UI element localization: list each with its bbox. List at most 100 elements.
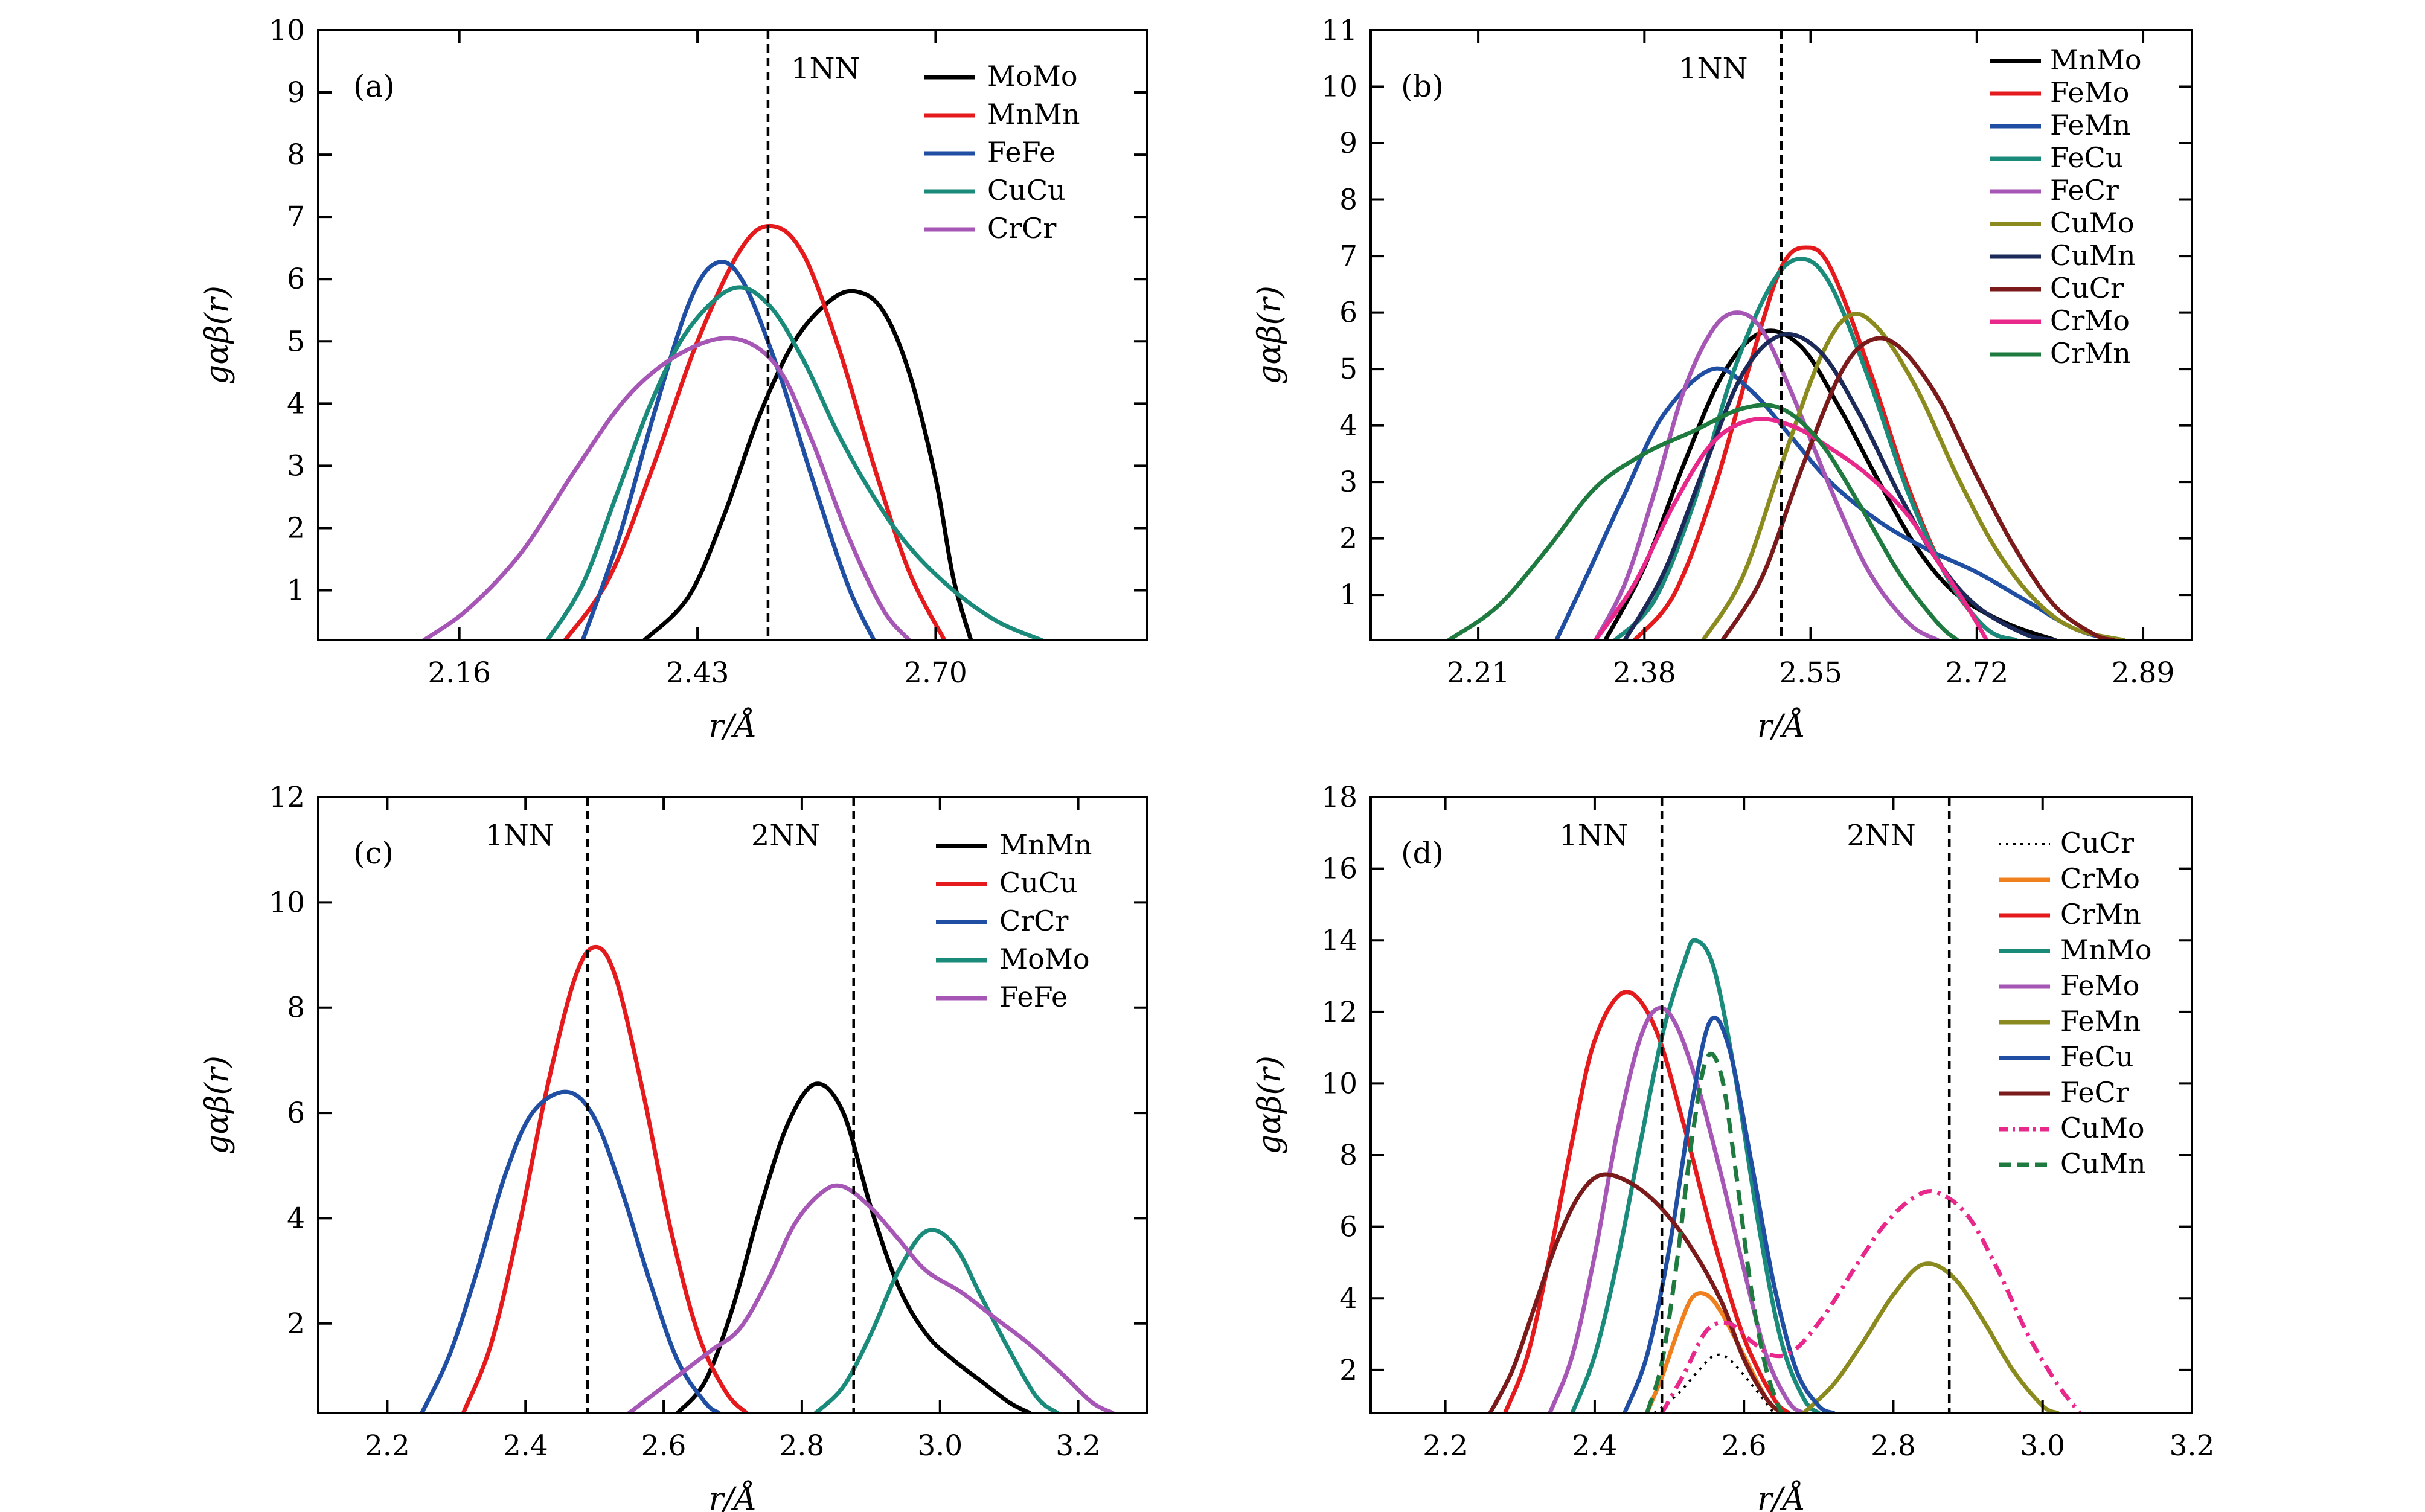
series-line-momo [642, 289, 973, 640]
y-tick-label: 6 [1339, 1211, 1357, 1244]
y-tick-label: 7 [287, 200, 305, 234]
legend-label-cucr: CuCr [2050, 272, 2124, 304]
y-tick-label: 2 [287, 1307, 305, 1341]
x-tick-label: 3.2 [1056, 1429, 1101, 1462]
x-tick-label: 2.2 [1423, 1429, 1468, 1462]
y-tick-label: 4 [287, 1202, 305, 1235]
series-line-momo [813, 1228, 1060, 1413]
series-line-cumn [1623, 332, 2057, 640]
y-tick-label: 5 [1339, 353, 1357, 386]
legend-label-fecr: FeCr [2060, 1076, 2129, 1109]
x-tick-label: 2.4 [503, 1429, 548, 1462]
y-tick-label: 9 [1339, 127, 1357, 160]
y-tick-label: 7 [1339, 240, 1357, 273]
y-tick-label: 12 [269, 781, 305, 814]
legend-label-fecu: FeCu [2060, 1040, 2133, 1073]
x-tick-label: 2.2 [365, 1429, 410, 1462]
x-tick-label: 2.8 [1871, 1429, 1916, 1462]
y-tick-label: 3 [287, 449, 305, 482]
x-tick-label: 2.6 [1722, 1429, 1767, 1462]
series-line-crcr [420, 1089, 722, 1413]
x-axis-label: r/Å [1757, 707, 1805, 745]
x-tick-label: 2.16 [428, 656, 491, 690]
series-line-mnmn [675, 1081, 1032, 1413]
x-tick-label: 2.55 [1779, 656, 1842, 690]
series-line-femn [1554, 366, 2116, 640]
y-axis-label: gαβ(r) [199, 286, 235, 385]
legend-label-crcr: CrCr [987, 212, 1056, 245]
series-line-cumo [1660, 1189, 2082, 1413]
legend-label-cumn: CuMn [2060, 1147, 2146, 1180]
y-axis-label: gαβ(r) [1252, 1056, 1288, 1155]
legend: MnMn CuCu CrCr MoMo FeFe [936, 828, 1092, 1013]
x-tick-label: 3.0 [2020, 1429, 2065, 1462]
x-tick-label: 2.6 [641, 1429, 687, 1462]
series-line-fecr [1593, 310, 1940, 640]
y-tick-label: 16 [1321, 853, 1357, 886]
legend-label-mnmn: MnMn [999, 828, 1092, 861]
x-axis-label: r/Å [1757, 1480, 1805, 1512]
series-line-cucr [1720, 336, 2116, 640]
legend-label-fecr: FeCr [2050, 174, 2119, 207]
nn-label: 1NN [791, 52, 860, 86]
legend-label-femo: FeMo [2050, 76, 2129, 109]
series-line-cucu [545, 285, 1044, 640]
panel-4: 1NN 2NN 2 4 6 8 10 12 14 16 18 2.2 2.4 2.6 2.8 3.0 3.2 (d… [1252, 781, 2214, 1512]
legend-label-cumo: CuMo [2060, 1112, 2145, 1144]
legend-label-femo: FeMo [2060, 969, 2139, 1002]
y-tick-label: 12 [1321, 996, 1357, 1029]
series-line-fefe [627, 1183, 1115, 1413]
panel-label: (d) [1401, 836, 1444, 871]
y-tick-label: 8 [1339, 1139, 1357, 1172]
y-tick-label: 1 [1339, 578, 1357, 612]
y-tick-label: 11 [1321, 14, 1357, 47]
x-tick-label: 2.4 [1572, 1429, 1618, 1462]
y-tick-label: 8 [1339, 184, 1357, 217]
legend: MoMo MnMn FeFe CuCu CrCr [924, 60, 1080, 245]
panel-2: 1NN 1 2 3 4 5 6 7 8 9 10 11 2.21 2.38 2.55 2.72 2.89 (b) r… [1252, 14, 2193, 745]
nn-label: 1NN [485, 819, 554, 853]
legend-label-cucu: CuCu [999, 867, 1078, 899]
plot-frame [317, 29, 1148, 641]
y-tick-label: 9 [287, 76, 305, 109]
legend-label-momo: MoMo [987, 60, 1078, 92]
series-line-crcr [421, 336, 912, 640]
x-axis-label: r/Å [709, 1480, 757, 1512]
legend-label-fefe: FeFe [987, 136, 1056, 168]
y-tick-label: 1 [287, 574, 305, 607]
y-tick-label: 18 [1321, 781, 1357, 814]
legend-label-femn: FeMn [2060, 1005, 2141, 1037]
legend-label-mnmn: MnMn [987, 98, 1080, 130]
legend-label-mnmo: MnMo [2060, 934, 2152, 966]
legend-label-mnmo: MnMo [2050, 43, 2142, 76]
panel-label: (b) [1401, 69, 1444, 104]
nn-label: 2NN [751, 819, 821, 853]
x-axis-label: r/Å [709, 707, 757, 745]
plot-frame [317, 796, 1148, 1414]
y-tick-label: 6 [1339, 296, 1357, 330]
x-tick-label: 2.89 [2112, 656, 2175, 690]
x-tick-label: 2.43 [666, 656, 729, 690]
legend-label-cucu: CuCu [987, 174, 1066, 207]
y-axis-label: gαβ(r) [199, 1056, 235, 1155]
y-tick-label: 4 [1339, 409, 1357, 443]
series-line-cumn [1645, 1051, 1784, 1413]
legend-label-crmo: CrMo [2050, 304, 2130, 337]
legend-label-femn: FeMn [2050, 109, 2130, 141]
nn-label: 1NN [1679, 52, 1748, 86]
panel-label: (c) [353, 836, 394, 871]
x-tick-label: 2.72 [1945, 656, 2008, 690]
y-tick-label: 8 [287, 991, 305, 1025]
y-tick-label: 10 [1321, 71, 1357, 104]
series-group [420, 944, 1115, 1413]
y-axis-label: gαβ(r) [1252, 286, 1288, 385]
nn-label: 1NN [1559, 819, 1629, 853]
series-line-femn [1801, 1261, 2060, 1413]
series-line-mnmn [563, 223, 947, 640]
y-tick-label: 10 [269, 14, 305, 47]
legend-label-crmn: CrMn [2060, 898, 2141, 931]
y-tick-label: 3 [1339, 466, 1357, 499]
